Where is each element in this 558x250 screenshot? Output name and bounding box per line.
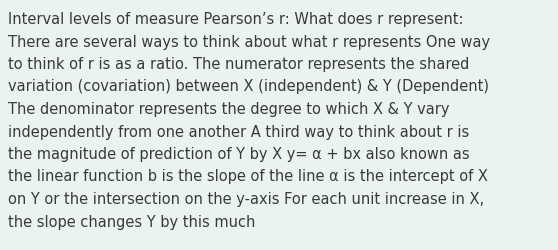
Text: Interval levels of measure Pearson’s r: What does r represent:: Interval levels of measure Pearson’s r: … [8,12,464,27]
Text: The denominator represents the degree to which X & Y vary: The denominator represents the degree to… [8,102,450,116]
Text: There are several ways to think about what r represents One way: There are several ways to think about wh… [8,34,490,49]
Text: the magnitude of prediction of Y by X y= α + bx also known as: the magnitude of prediction of Y by X y=… [8,146,470,161]
Text: to think of r is as a ratio. The numerator represents the shared: to think of r is as a ratio. The numerat… [8,57,469,72]
Text: the linear function b is the slope of the line α is the intercept of X: the linear function b is the slope of th… [8,169,488,184]
Text: the slope changes Y by this much: the slope changes Y by this much [8,214,256,228]
Text: on Y or the intersection on the y-axis For each unit increase in X,: on Y or the intersection on the y-axis F… [8,191,484,206]
Text: independently from one another A third way to think about r is: independently from one another A third w… [8,124,469,139]
Text: variation (covariation) between X (independent) & Y (Dependent): variation (covariation) between X (indep… [8,79,489,94]
